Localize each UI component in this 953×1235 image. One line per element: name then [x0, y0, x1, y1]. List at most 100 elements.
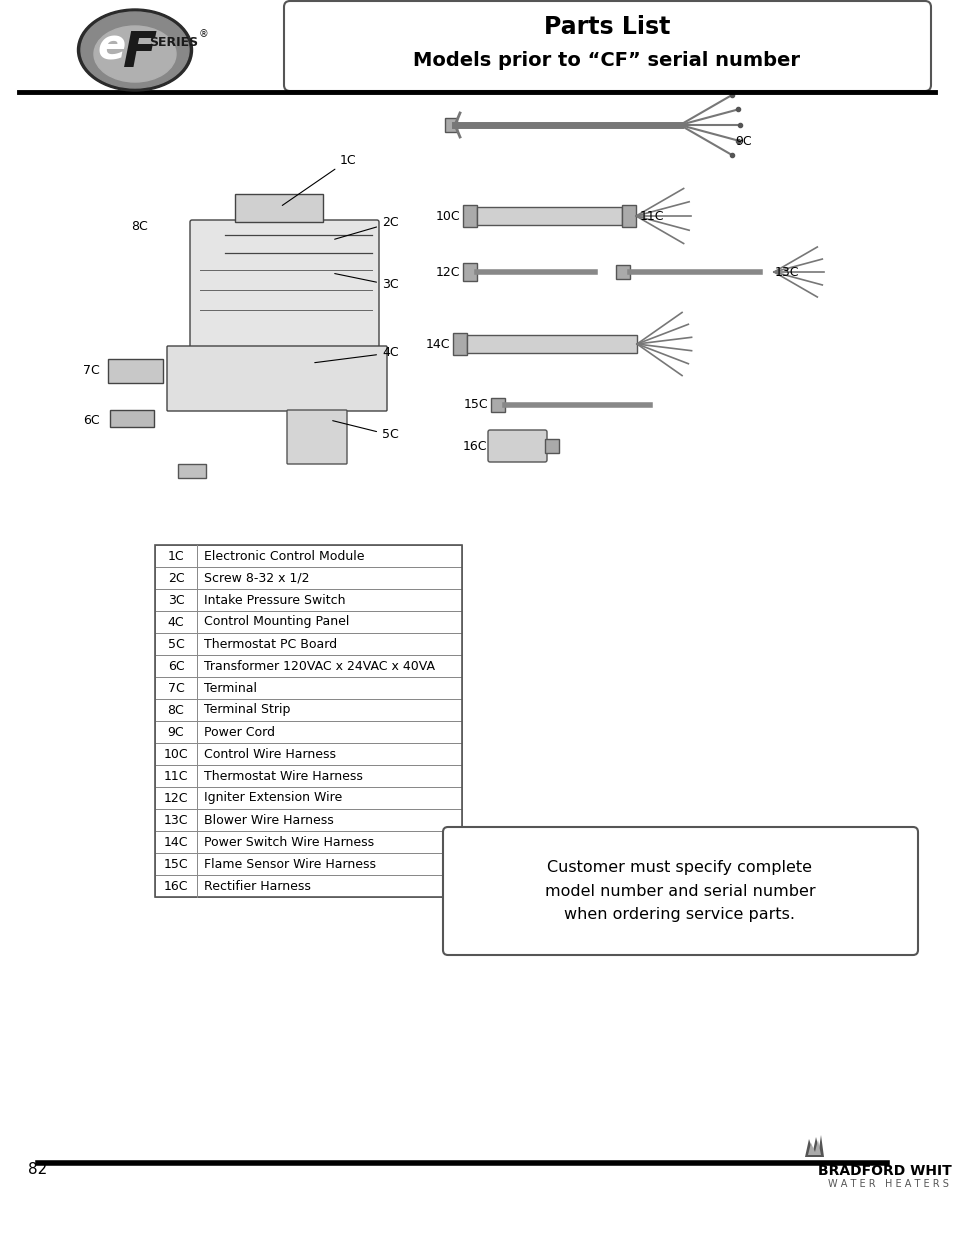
FancyBboxPatch shape: [167, 346, 387, 411]
Text: 8C: 8C: [132, 221, 148, 233]
Bar: [462, 205, 476, 227]
Text: Thermostat PC Board: Thermostat PC Board: [204, 637, 336, 651]
Text: Blower Wire Harness: Blower Wire Harness: [204, 814, 334, 826]
Text: 11C: 11C: [639, 210, 664, 222]
Text: 12C: 12C: [435, 266, 459, 279]
Text: Terminal: Terminal: [204, 682, 256, 694]
FancyBboxPatch shape: [284, 1, 930, 91]
Text: 2C: 2C: [168, 572, 184, 584]
Text: 13C: 13C: [164, 814, 188, 826]
Bar: [154, 764, 461, 787]
Ellipse shape: [81, 12, 189, 88]
Bar: [154, 545, 461, 897]
Bar: [154, 545, 461, 567]
Text: 82: 82: [28, 1162, 48, 1177]
Text: ®: ®: [199, 28, 209, 40]
Text: 16C: 16C: [462, 440, 486, 452]
Polygon shape: [804, 1135, 823, 1157]
Text: 2C: 2C: [335, 216, 398, 240]
Bar: [110, 410, 153, 427]
FancyBboxPatch shape: [488, 430, 546, 462]
Text: Screw 8-32 x 1/2: Screw 8-32 x 1/2: [204, 572, 309, 584]
Text: Thermostat Wire Harness: Thermostat Wire Harness: [204, 769, 362, 783]
Bar: [154, 567, 461, 589]
Text: 1C: 1C: [168, 550, 184, 562]
Text: 3C: 3C: [168, 594, 184, 606]
Bar: [178, 464, 206, 478]
Text: 5C: 5C: [168, 637, 184, 651]
Text: Parts List: Parts List: [543, 15, 670, 40]
Bar: [154, 853, 461, 876]
Bar: [234, 194, 323, 222]
Text: 1C: 1C: [282, 153, 356, 205]
Bar: [621, 205, 636, 227]
Text: BRADFORD WHITE: BRADFORD WHITE: [817, 1165, 953, 1178]
Text: 4C: 4C: [314, 347, 398, 363]
Text: 7C: 7C: [83, 364, 100, 378]
Bar: [476, 207, 621, 225]
Bar: [154, 655, 461, 677]
Bar: [154, 831, 461, 853]
Text: Electronic Control Module: Electronic Control Module: [204, 550, 364, 562]
Text: Models prior to “CF” serial number: Models prior to “CF” serial number: [413, 51, 800, 69]
Text: Rectifier Harness: Rectifier Harness: [204, 879, 311, 893]
Text: 16C: 16C: [164, 879, 188, 893]
Text: 8C: 8C: [168, 704, 184, 716]
Text: 9C: 9C: [168, 725, 184, 739]
Text: 15C: 15C: [463, 399, 488, 411]
Bar: [154, 634, 461, 655]
Text: Customer must specify complete
model number and serial number
when ordering serv: Customer must specify complete model num…: [544, 860, 815, 921]
Bar: [154, 743, 461, 764]
Text: 12C: 12C: [164, 792, 188, 804]
Text: Flame Sensor Wire Harness: Flame Sensor Wire Harness: [204, 857, 375, 871]
Text: Transformer 120VAC x 24VAC x 40VA: Transformer 120VAC x 24VAC x 40VA: [204, 659, 435, 673]
Text: 4C: 4C: [168, 615, 184, 629]
Text: 15C: 15C: [164, 857, 188, 871]
Text: 13C: 13C: [774, 266, 799, 279]
Text: 3C: 3C: [335, 274, 398, 291]
Text: F: F: [123, 28, 157, 77]
Ellipse shape: [77, 9, 193, 91]
Text: 6C: 6C: [168, 659, 184, 673]
Bar: [154, 677, 461, 699]
Text: Power Cord: Power Cord: [204, 725, 274, 739]
Bar: [108, 359, 163, 383]
Bar: [453, 333, 467, 354]
Text: Power Switch Wire Harness: Power Switch Wire Harness: [204, 836, 374, 848]
Bar: [154, 787, 461, 809]
Text: Igniter Extension Wire: Igniter Extension Wire: [204, 792, 342, 804]
Text: 6C: 6C: [83, 415, 100, 427]
Text: Terminal Strip: Terminal Strip: [204, 704, 290, 716]
Bar: [154, 721, 461, 743]
Bar: [444, 119, 456, 132]
Text: 9C: 9C: [734, 135, 751, 148]
Text: 14C: 14C: [425, 337, 450, 351]
Text: SERIES: SERIES: [150, 36, 198, 48]
Text: 10C: 10C: [435, 210, 459, 222]
Bar: [154, 589, 461, 611]
Bar: [544, 438, 558, 453]
Text: 14C: 14C: [164, 836, 188, 848]
Bar: [467, 335, 637, 353]
Ellipse shape: [94, 26, 175, 82]
Bar: [154, 611, 461, 634]
Text: Control Mounting Panel: Control Mounting Panel: [204, 615, 349, 629]
Bar: [154, 809, 461, 831]
FancyBboxPatch shape: [287, 410, 347, 464]
Text: 7C: 7C: [168, 682, 184, 694]
FancyBboxPatch shape: [442, 827, 917, 955]
Bar: [154, 699, 461, 721]
Text: 11C: 11C: [164, 769, 188, 783]
Bar: [616, 266, 629, 279]
Text: Control Wire Harness: Control Wire Harness: [204, 747, 335, 761]
Text: e: e: [98, 26, 126, 68]
Bar: [154, 876, 461, 897]
Text: Intake Pressure Switch: Intake Pressure Switch: [204, 594, 345, 606]
Bar: [462, 263, 476, 282]
Text: 5C: 5C: [333, 421, 398, 441]
Bar: [491, 398, 504, 412]
Text: W A T E R   H E A T E R S: W A T E R H E A T E R S: [827, 1179, 948, 1189]
FancyBboxPatch shape: [190, 220, 378, 350]
Polygon shape: [807, 1140, 821, 1155]
Text: 10C: 10C: [164, 747, 188, 761]
